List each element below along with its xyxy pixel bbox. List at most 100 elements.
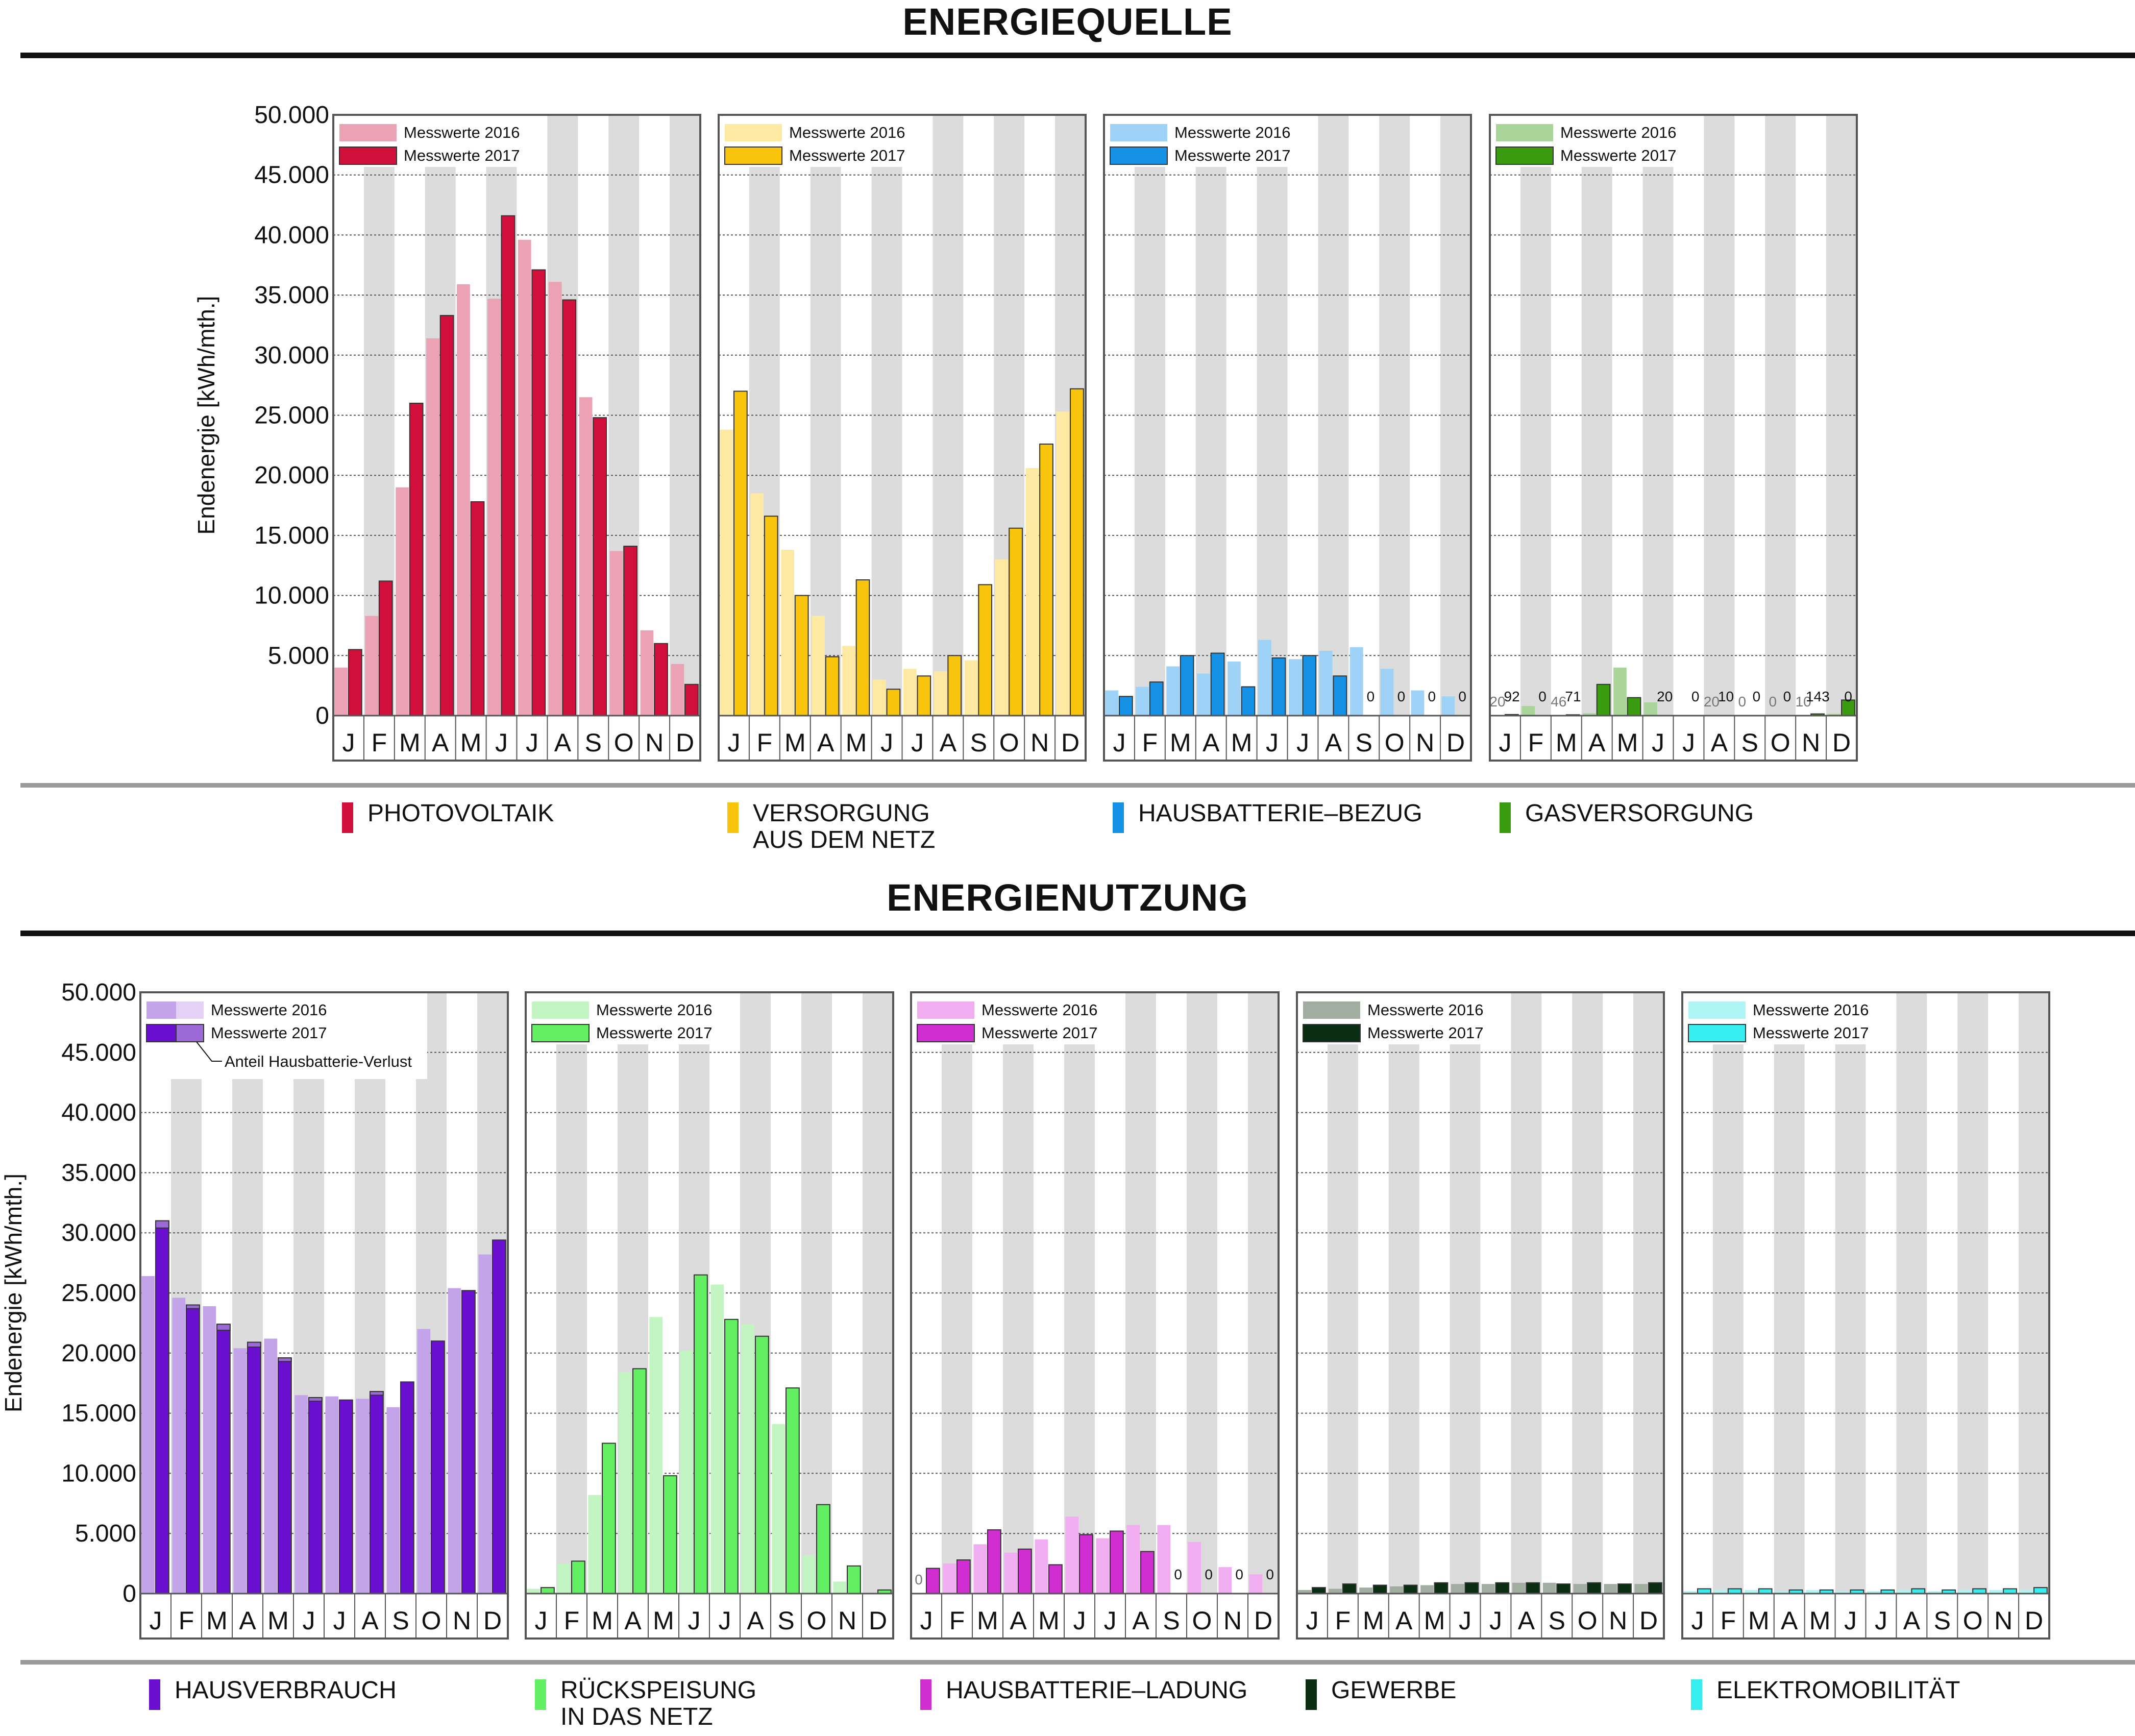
month-tick-label: F	[372, 728, 387, 757]
month-tick-label: O	[999, 728, 1019, 757]
bar-2016	[1004, 1552, 1018, 1594]
month-tick-label: N	[645, 728, 664, 757]
month-tick-label: S	[1934, 1606, 1951, 1635]
legend-swatch-2017	[339, 146, 397, 165]
bar-2017	[623, 546, 637, 717]
month-tick-label: J	[1652, 728, 1664, 757]
month-tick-label: M	[977, 1606, 998, 1635]
month-tick-label: J	[727, 728, 740, 757]
y-axis-nutzung: 0 5.000 10.000 15.000 20.000 25.000 30.000 35.0…	[0, 979, 136, 1607]
bar-2016	[619, 1372, 632, 1594]
bar-2017	[339, 1399, 353, 1595]
category-label: HAUSVERBRAUCH	[175, 1677, 397, 1704]
bar-2017	[947, 655, 962, 717]
legend-swatch-2017	[1688, 1024, 1746, 1042]
y-tick-label: 15.000	[61, 1400, 136, 1427]
panel-frame	[332, 114, 701, 762]
category-swatch	[1306, 1679, 1317, 1710]
legend-label-loss: Anteil Hausbatterie-Verlust	[225, 1053, 412, 1070]
bar-2016	[396, 487, 409, 716]
value-label-2016: 20	[1489, 694, 1505, 710]
month-tick-label: J	[1499, 728, 1511, 757]
bar-2016	[1420, 1585, 1434, 1594]
bar-2016	[1249, 1574, 1263, 1594]
month-tick-label: J	[1489, 1606, 1502, 1635]
section-title-nutzung: ENERGIENUTZUNG	[887, 876, 1248, 919]
bar-2016	[1714, 1590, 1728, 1594]
legend-swatch-2017	[1303, 1024, 1361, 1042]
bar-2017	[541, 1587, 555, 1594]
bar-2017	[847, 1565, 861, 1595]
bar-2016	[1512, 1582, 1526, 1594]
legend-label-2016: Messwerte 2016	[1560, 124, 1676, 141]
month-tick-label: M	[1038, 1606, 1060, 1635]
bar-2017	[886, 689, 901, 717]
value-label-2017: 0	[1235, 1567, 1243, 1582]
value-label-2017: 0	[1538, 689, 1547, 704]
y-axis-title: Endenergie [kWh/mth.]	[0, 1173, 27, 1412]
month-tick-label: J	[526, 728, 538, 757]
bar-2016	[609, 551, 623, 716]
month-tick-label: N	[1802, 728, 1820, 757]
bar-2017	[531, 269, 546, 716]
value-label-2017: 0	[1397, 689, 1406, 704]
legend-label-2016: Messwerte 2016	[1174, 124, 1290, 141]
month-tick-label: F	[179, 1606, 194, 1635]
bar-2016	[903, 669, 917, 716]
panel-frame	[139, 991, 509, 1640]
legend-label-2016: Messwerte 2016	[404, 124, 520, 141]
month-tick-label: D	[1446, 728, 1465, 757]
section-rule-top-nutzung	[20, 931, 2135, 936]
month-tick-label: F	[564, 1606, 580, 1635]
category-swatch	[1113, 802, 1124, 833]
month-tick-label: F	[1721, 1606, 1736, 1635]
bar-2016	[203, 1306, 216, 1594]
category-swatch	[535, 1679, 546, 1710]
bar-2016	[720, 429, 733, 716]
month-tick-label: J	[688, 1606, 701, 1635]
bar-2016	[964, 660, 978, 716]
month-tick-label: D	[2025, 1606, 2043, 1635]
bar-2017	[663, 1475, 677, 1595]
bar-2016	[1867, 1591, 1880, 1594]
legend-swatch-2017	[531, 1024, 590, 1042]
y-tick-label: 45.000	[61, 1039, 136, 1066]
category-legend-item: HAUSVERBRAUCH	[149, 1677, 397, 1710]
month-tick-label: J	[1113, 728, 1125, 757]
bar-2016	[1604, 1584, 1617, 1594]
loss-share	[155, 1220, 169, 1229]
category-swatch	[1691, 1679, 1702, 1710]
bar-2016	[649, 1317, 663, 1594]
month-tick-label: J	[535, 1606, 548, 1635]
bar-2016	[680, 1351, 694, 1594]
category-label: RÜCKSPEISUNG IN DAS NETZ	[560, 1677, 757, 1730]
bar-2016	[172, 1298, 186, 1594]
legend-swatch-2016	[1688, 1001, 1746, 1019]
month-tick-label: J	[1073, 1606, 1086, 1635]
y-tick-label: 40.000	[61, 1099, 136, 1127]
bar-2017	[1464, 1582, 1479, 1594]
bar-2016	[233, 1348, 247, 1594]
month-tick-label: O	[1963, 1606, 1983, 1635]
bar-2016	[518, 239, 531, 716]
bar-2016	[802, 1555, 816, 1594]
bar-2016	[386, 1407, 400, 1594]
value-label-2017: 0	[1205, 1567, 1213, 1582]
bar-2017	[1372, 1584, 1387, 1595]
category-legend-item: ELEKTROMOBILITÄT	[1691, 1677, 1960, 1710]
bar-2017	[1648, 1582, 1662, 1594]
bar-2017	[439, 315, 454, 716]
bar-2016	[1319, 650, 1333, 716]
bar-2016	[1522, 706, 1535, 716]
bar-2017	[1018, 1548, 1032, 1594]
bar-2016	[1136, 687, 1149, 716]
bar-2017	[370, 1391, 384, 1594]
category-label: ELEKTROMOBILITÄT	[1716, 1677, 1960, 1704]
bar-2017	[1039, 443, 1053, 716]
y-tick-label: 35.000	[254, 282, 329, 309]
value-label-2016: 0	[915, 1572, 923, 1587]
bar-2016	[1025, 468, 1039, 716]
y-axis-title: Endenergie [kWh/mth.]	[193, 296, 219, 535]
bar-2016	[973, 1544, 987, 1594]
